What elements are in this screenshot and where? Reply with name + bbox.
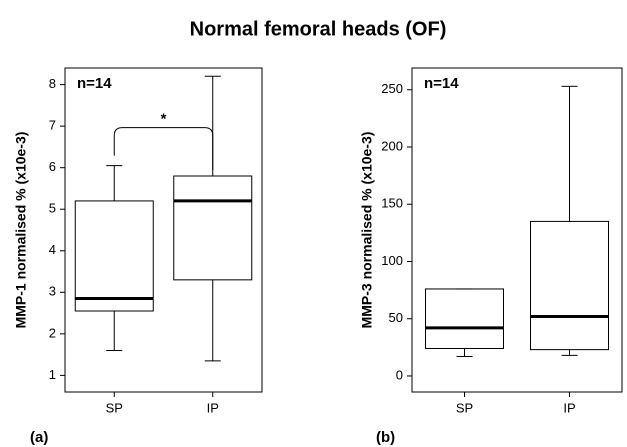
box: [425, 288, 504, 349]
y-tick-label: 1: [49, 367, 56, 382]
x-tick-label: IP: [563, 400, 575, 415]
plot-frame: [64, 67, 263, 393]
panel-label: (b): [376, 429, 395, 446]
y-tick-label: 200: [381, 138, 403, 153]
y-tick-label: 50: [389, 310, 403, 325]
annotation: n=14: [77, 75, 112, 92]
x-tick-label: SP: [456, 400, 473, 415]
y-tick-label: 2: [49, 325, 56, 340]
y-tick-label: 4: [49, 242, 56, 257]
annotation: n=14: [424, 75, 459, 92]
x-tick-label: SP: [106, 400, 123, 415]
significance-bracket: [113, 127, 214, 170]
box: [74, 200, 154, 312]
box: [173, 175, 253, 281]
significance-label: *: [161, 111, 167, 128]
panel-label: (a): [30, 429, 48, 446]
y-tick-label: 7: [49, 118, 56, 133]
y-axis-label: MMP-3 normalised % (x10e-3): [359, 132, 375, 329]
y-tick-label: 6: [49, 159, 56, 174]
y-tick-label: 8: [49, 76, 56, 91]
y-tick-label: 250: [381, 81, 403, 96]
y-tick-label: 0: [396, 367, 403, 382]
y-tick-label: 150: [381, 196, 403, 211]
figure-title: Normal femoral heads (OF): [190, 18, 447, 40]
x-tick-label: IP: [207, 400, 219, 415]
y-tick-label: 100: [381, 253, 403, 268]
y-tick-label: 3: [49, 284, 56, 299]
y-tick-label: 5: [49, 201, 56, 216]
box: [530, 220, 609, 351]
plot-frame: [411, 67, 623, 393]
y-axis-label: MMP-1 normalised % (x10e-3): [13, 132, 29, 329]
